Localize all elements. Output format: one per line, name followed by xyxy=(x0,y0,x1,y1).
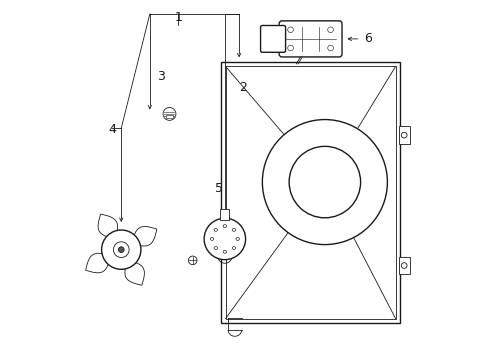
Circle shape xyxy=(113,242,129,257)
Ellipse shape xyxy=(223,250,226,253)
Circle shape xyxy=(287,27,293,33)
Bar xyxy=(398,126,408,144)
Circle shape xyxy=(287,45,293,51)
Text: 2: 2 xyxy=(238,81,246,94)
Polygon shape xyxy=(132,226,157,246)
Ellipse shape xyxy=(223,225,226,228)
Ellipse shape xyxy=(210,238,213,240)
Ellipse shape xyxy=(214,247,217,249)
Ellipse shape xyxy=(232,229,235,231)
Polygon shape xyxy=(85,253,110,273)
Text: 4: 4 xyxy=(108,123,116,136)
Ellipse shape xyxy=(236,238,239,240)
Polygon shape xyxy=(98,214,118,239)
Text: 1: 1 xyxy=(174,11,182,24)
Circle shape xyxy=(327,45,333,51)
Text: 3: 3 xyxy=(156,70,164,83)
Ellipse shape xyxy=(214,229,217,231)
Bar xyxy=(225,66,395,319)
Circle shape xyxy=(327,27,333,33)
Circle shape xyxy=(203,218,245,260)
Circle shape xyxy=(262,120,386,244)
Circle shape xyxy=(102,230,141,269)
Circle shape xyxy=(288,147,360,218)
Text: 5: 5 xyxy=(215,183,223,195)
Circle shape xyxy=(188,256,197,265)
Circle shape xyxy=(118,247,124,252)
Bar xyxy=(221,62,399,323)
FancyBboxPatch shape xyxy=(279,21,341,57)
Circle shape xyxy=(401,132,406,138)
Polygon shape xyxy=(124,261,144,285)
Bar xyxy=(165,115,173,118)
Circle shape xyxy=(163,108,176,120)
Text: 6: 6 xyxy=(363,32,371,45)
Circle shape xyxy=(401,263,406,268)
FancyBboxPatch shape xyxy=(260,26,285,52)
Bar xyxy=(398,257,408,274)
Ellipse shape xyxy=(232,247,235,249)
Bar xyxy=(220,209,229,220)
